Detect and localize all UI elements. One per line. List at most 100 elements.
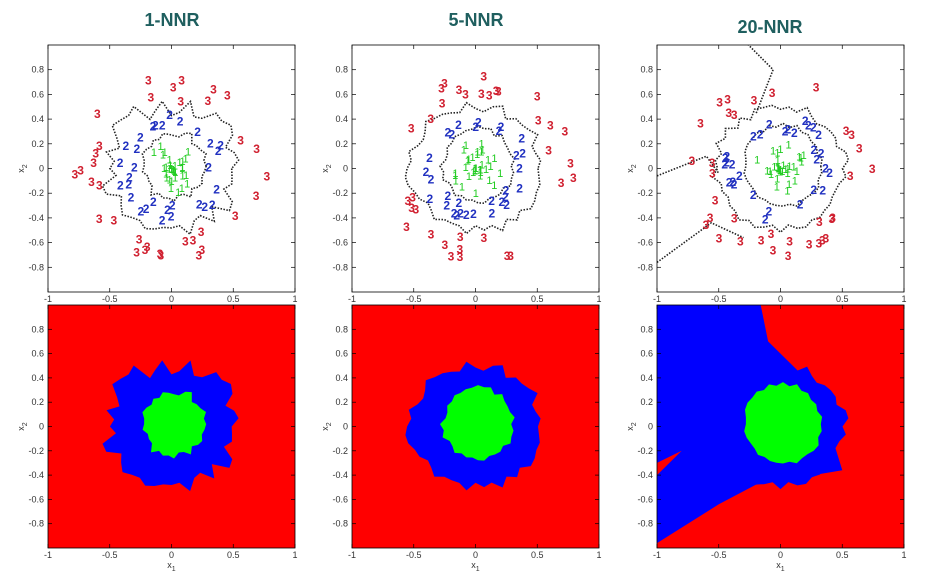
- sample-point-class-3: 3: [703, 218, 710, 232]
- sample-point-class-3: 3: [731, 211, 738, 225]
- sample-point-class-1: 1: [478, 167, 484, 179]
- sample-point-class-1: 1: [183, 170, 189, 182]
- sample-point-class-1: 1: [465, 156, 471, 168]
- sample-point-class-1: 1: [474, 146, 480, 158]
- sample-point-class-3: 3: [142, 243, 149, 257]
- sample-point-class-3: 3: [263, 170, 270, 184]
- sample-point-class-1: 1: [775, 162, 781, 174]
- y-tick-label: -0.6: [28, 238, 44, 248]
- y-tick-label: -0.4: [28, 470, 44, 480]
- sample-point-class-2: 2: [150, 120, 157, 134]
- sample-point-class-3: 3: [457, 230, 464, 244]
- sample-point-class-1: 1: [179, 162, 185, 174]
- sample-point-class-1: 1: [172, 160, 178, 172]
- sample-point-class-3: 3: [486, 88, 493, 102]
- y-tick-label: 0.6: [640, 349, 653, 359]
- sample-point-class-1: 1: [786, 179, 792, 191]
- sample-point-class-2: 2: [150, 195, 157, 209]
- sample-point-class-3: 3: [707, 211, 714, 225]
- x-tick-label: 0: [169, 294, 174, 304]
- sample-point-class-3: 3: [409, 190, 416, 204]
- y-tick-label: 0.8: [335, 324, 348, 334]
- sample-point-class-3: 3: [712, 194, 719, 208]
- x-tick-label: -0.5: [711, 294, 727, 304]
- sample-point-class-2: 2: [496, 124, 503, 138]
- sample-point-class-1: 1: [794, 166, 800, 178]
- sample-point-class-3: 3: [177, 95, 184, 109]
- sample-point-class-3: 3: [737, 234, 744, 248]
- region-class-1: [440, 385, 515, 461]
- sample-point-class-2: 2: [117, 156, 124, 170]
- sample-point-class-2: 2: [498, 195, 505, 209]
- x-tick-label: 0.5: [836, 550, 849, 560]
- sample-point-class-1: 1: [168, 164, 174, 176]
- y-tick-label: 0: [343, 422, 348, 432]
- sample-point-class-1: 1: [486, 175, 492, 187]
- sample-point-class-3: 3: [770, 243, 777, 257]
- sample-point-class-2: 2: [810, 121, 817, 135]
- y-tick-label: -0.6: [637, 238, 653, 248]
- sample-point-class-3: 3: [709, 167, 716, 181]
- sample-point-class-3: 3: [545, 143, 552, 157]
- sample-point-class-3: 3: [562, 125, 569, 139]
- sample-point-class-1: 1: [771, 162, 777, 174]
- sample-point-class-2: 2: [166, 108, 173, 122]
- sample-point-class-3: 3: [96, 178, 103, 192]
- decision-boundary-inner: [141, 132, 208, 203]
- sample-point-class-3: 3: [716, 232, 723, 246]
- sample-point-class-1: 1: [472, 165, 478, 177]
- y-tick-label: 0.4: [31, 373, 44, 383]
- region-map-20-nnr: -1 -0.5 0 0.5 1 0.8 0.6 0.4 0.2 0 -0.2 -0.4 -0.6 -0.8…: [625, 304, 907, 573]
- sample-point-class-1: 1: [472, 165, 478, 177]
- sample-point-class-2: 2: [463, 208, 470, 222]
- sample-point-class-3: 3: [478, 87, 485, 101]
- sample-point-class-3: 3: [507, 249, 514, 263]
- sample-point-class-3: 3: [823, 232, 830, 246]
- decision-boundary-spur-left: [657, 155, 720, 177]
- y-tick-label: 0.6: [640, 89, 653, 99]
- sample-point-class-1: 1: [182, 153, 188, 165]
- sample-point-class-1: 1: [168, 164, 174, 176]
- region-class-1: [142, 391, 207, 459]
- y-tick-label: 0.2: [31, 397, 44, 407]
- sample-point-class-3: 3: [716, 96, 723, 110]
- sample-point-class-3: 3: [210, 82, 217, 96]
- sample-point-class-2: 2: [449, 128, 456, 142]
- sample-point-class-2: 2: [177, 115, 184, 129]
- sample-point-class-2: 2: [502, 190, 509, 204]
- sample-point-class-2: 2: [451, 207, 458, 221]
- sample-point-class-1: 1: [775, 163, 781, 175]
- y-tick-label: 0.6: [31, 89, 44, 99]
- sample-point-class-3: 3: [178, 74, 185, 88]
- column-title: 5-NNR: [448, 10, 503, 30]
- sample-point-class-1: 1: [166, 163, 172, 175]
- region-map-5-nnr: -1 -0.5 0 0.5 1 0.8 0.6 0.4 0.2 0 -0.2 -0.4 -0.6 -0.8…: [320, 304, 602, 573]
- sample-point-class-3: 3: [90, 156, 97, 170]
- sample-point-class-3: 3: [751, 94, 758, 108]
- sample-point-class-2: 2: [489, 206, 496, 220]
- sample-point-class-1: 1: [767, 166, 773, 178]
- decision-boundary-outer: [101, 99, 240, 236]
- sample-point-class-1: 1: [777, 165, 783, 177]
- sample-point-class-2: 2: [802, 114, 809, 128]
- sample-point-class-1: 1: [459, 182, 465, 194]
- sample-point-class-1: 1: [163, 162, 169, 174]
- sample-point-class-2: 2: [726, 176, 733, 190]
- sample-point-class-2: 2: [159, 214, 166, 228]
- sample-point-class-1: 1: [799, 157, 805, 169]
- sample-point-class-2: 2: [455, 196, 462, 210]
- sample-point-class-2: 2: [815, 128, 822, 142]
- x-tick-label: -1: [44, 294, 52, 304]
- region-map-1-nnr: -1 -0.5 0 0.5 1 0.8 0.6 0.4 0.2 0 -0.2 -0.4 -0.6 -0.8…: [16, 304, 298, 573]
- sample-point-class-1: 1: [172, 172, 178, 184]
- x-tick-label: 0: [778, 294, 783, 304]
- sample-point-class-2: 2: [762, 213, 769, 227]
- sample-point-class-1: 1: [784, 186, 790, 198]
- sample-point-class-1: 1: [184, 179, 190, 191]
- sample-point-class-3: 3: [558, 176, 565, 190]
- sample-point-class-1: 1: [477, 165, 483, 177]
- sample-point-class-1: 1: [179, 156, 185, 168]
- sample-point-class-3: 3: [493, 84, 500, 98]
- sample-point-class-1: 1: [151, 147, 157, 159]
